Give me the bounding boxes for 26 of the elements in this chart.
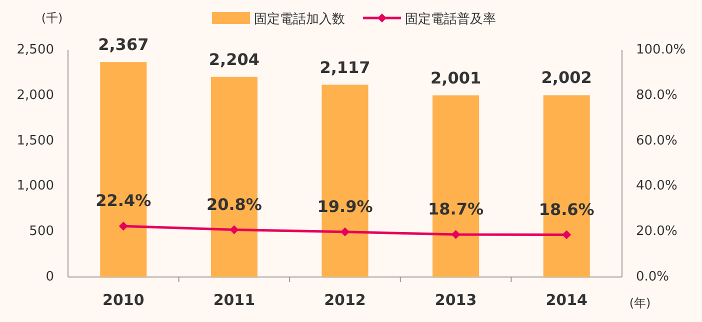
y-axis-title: (千)	[41, 11, 63, 25]
x-tick-label: 2010	[102, 291, 144, 309]
x-tick-label: 2012	[324, 291, 366, 309]
data-label: 2,002	[541, 68, 592, 88]
y-tick-label: 2,500	[16, 42, 54, 58]
x-tick-label: 2013	[434, 291, 477, 309]
data-label: 2,367	[98, 35, 149, 54]
y-tick-label: 1,000	[16, 178, 54, 194]
data-label: 2,001	[430, 68, 482, 88]
x-tick-label: 2011	[213, 291, 256, 309]
x-tick-label: 2014	[546, 291, 588, 309]
y2-tick-label: 80.0%	[636, 88, 678, 103]
y2-tick-label: 60.0%	[636, 133, 678, 148]
legend-label: 固定電話加入数	[254, 12, 345, 27]
y2-tick-label: 0.0%	[636, 270, 670, 284]
y-tick-label: 500	[29, 224, 54, 240]
data-label: 2,117	[320, 58, 370, 77]
y-tick-label: 0	[46, 270, 54, 284]
y-tick-label: 1,500	[16, 133, 54, 148]
y2-tick-label: 40.0%	[636, 178, 678, 194]
x-axis-title: (年)	[629, 296, 651, 310]
y2-tick-label: 20.0%	[636, 224, 678, 240]
y2-tick-label: 100.0%	[636, 42, 686, 58]
legend-label: 固定電話普及率	[405, 11, 496, 27]
data-label: 2,204	[208, 50, 260, 69]
y-tick-label: 2,000	[16, 88, 54, 103]
